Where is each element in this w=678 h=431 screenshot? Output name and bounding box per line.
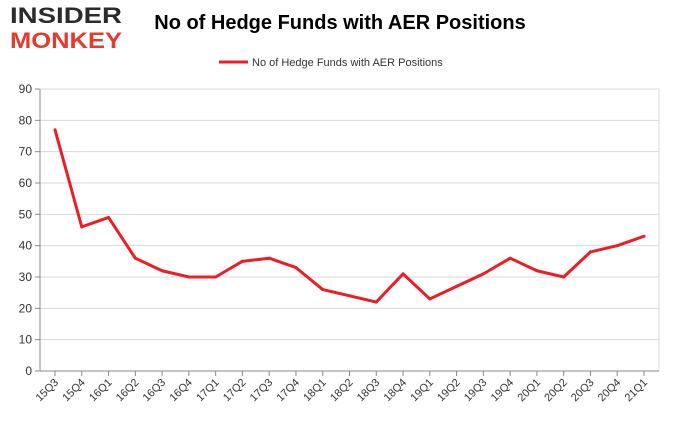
- gridlines: [40, 88, 659, 341]
- x-tick-label: 18Q1: [301, 377, 329, 405]
- y-tick-label: 0: [25, 364, 32, 378]
- y-tick-label: 30: [19, 270, 33, 284]
- x-tick-label: 16Q3: [141, 377, 169, 405]
- series-layer: [53, 128, 646, 304]
- legend-label: No of Hedge Funds with AER Positions: [252, 57, 443, 69]
- data-point: [321, 288, 325, 292]
- data-point: [107, 215, 111, 219]
- x-tick-label: 20Q1: [516, 377, 544, 405]
- x-tick-label: 17Q4: [275, 377, 303, 405]
- data-point: [481, 272, 485, 276]
- y-tick-label: 40: [19, 239, 33, 253]
- data-point: [401, 272, 405, 276]
- x-tick-labels: 15Q3 15Q4 16Q1 16Q2 16Q3 16Q4 17Q1 17Q2 17Q3 17Q4…: [34, 377, 651, 405]
- data-point: [348, 294, 351, 298]
- x-tick-label: 18Q4: [382, 377, 410, 405]
- legend: No of Hedge Funds with AER Positions: [219, 57, 443, 69]
- y-tick-label: 50: [19, 207, 33, 221]
- x-tick-label: 19Q4: [489, 377, 517, 405]
- data-point: [80, 225, 84, 229]
- y-tick-label: 20: [19, 301, 33, 315]
- plot-area: [39, 88, 660, 372]
- data-point: [428, 297, 432, 301]
- y-tick-labels: 0 10 20 30 40 50 60 70 80 90: [19, 82, 33, 378]
- data-point: [187, 275, 191, 279]
- data-point: [615, 244, 619, 248]
- y-tick-label: 70: [19, 145, 33, 159]
- data-point: [240, 259, 244, 263]
- x-tick-label: 16Q4: [167, 377, 195, 405]
- data-point: [588, 250, 592, 254]
- data-point: [294, 266, 298, 270]
- y-tick-label: 10: [19, 333, 33, 347]
- x-tick-label: 19Q1: [408, 377, 436, 405]
- x-tick-label: 17Q1: [194, 377, 222, 405]
- series-line: [53, 129, 645, 304]
- x-tick-label: 15Q3: [34, 377, 62, 405]
- x-tick-label: 20Q3: [569, 377, 597, 405]
- data-point: [455, 284, 459, 288]
- x-tick-label: 16Q1: [87, 377, 115, 405]
- x-tick-label: 20Q4: [596, 377, 624, 405]
- data-point: [374, 300, 378, 304]
- logo-monkey-text: MONKEY: [10, 28, 122, 53]
- axes: [35, 88, 660, 376]
- x-tick-label: 19Q2: [435, 377, 463, 405]
- x-tick-label: 19Q3: [462, 377, 490, 405]
- x-tick-label: 21Q1: [623, 377, 651, 405]
- insider-monkey-logo: INSIDER MONKEY: [10, 3, 122, 53]
- x-tick-label: 18Q2: [328, 377, 356, 405]
- x-tick-label: 16Q2: [114, 377, 142, 405]
- x-tick-label: 20Q2: [542, 377, 570, 405]
- data-point: [160, 269, 164, 273]
- data-point: [214, 275, 218, 279]
- data-point: [267, 256, 271, 260]
- x-tick-label: 18Q3: [355, 377, 383, 405]
- data-point: [53, 128, 57, 132]
- chart-title: No of Hedge Funds with AER Positions: [154, 12, 526, 34]
- data-point: [508, 256, 512, 260]
- data-point: [535, 269, 539, 273]
- data-point: [562, 275, 566, 279]
- logo-insider-text: INSIDER: [10, 3, 122, 28]
- data-point: [133, 256, 137, 260]
- y-tick-label: 80: [19, 113, 33, 127]
- y-tick-label: 60: [19, 176, 33, 190]
- x-tick-label: 17Q3: [248, 377, 276, 405]
- x-tick-label: 17Q2: [221, 377, 249, 405]
- x-tick-label: 15Q4: [60, 377, 88, 405]
- y-tick-label: 90: [19, 82, 33, 96]
- data-point: [642, 234, 646, 238]
